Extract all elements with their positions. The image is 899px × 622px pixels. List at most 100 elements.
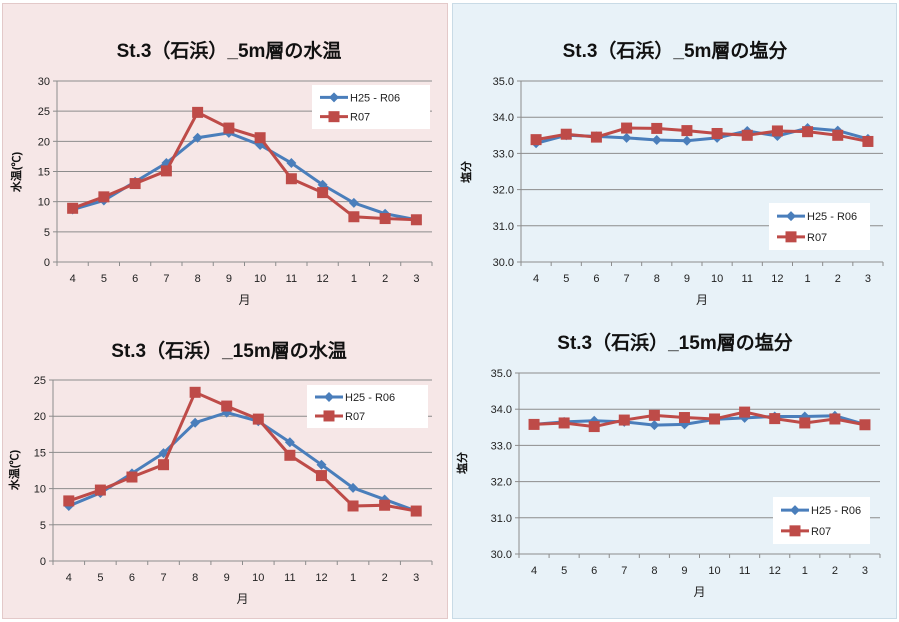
data-point-square xyxy=(528,418,540,430)
x-axis-label: 月 xyxy=(696,293,708,307)
data-point-square xyxy=(651,122,663,134)
data-point-square xyxy=(681,125,693,137)
x-tick-label: 5 xyxy=(561,565,567,577)
data-point-square xyxy=(317,187,329,199)
legend-label: R07 xyxy=(345,411,365,423)
data-point-diamond xyxy=(284,437,295,448)
data-point-diamond xyxy=(286,158,297,169)
data-point-square xyxy=(98,191,110,203)
x-tick-label: 7 xyxy=(624,273,630,285)
legend-diamond-icon xyxy=(790,505,800,516)
x-tick-label: 6 xyxy=(591,565,597,577)
data-point-square xyxy=(832,129,844,141)
data-point-square xyxy=(63,495,75,507)
chart-title-salinity-15m: St.3（石浜）_15m層の塩分 xyxy=(557,333,793,354)
x-tick-label: 9 xyxy=(684,273,690,285)
data-point-square xyxy=(530,134,542,146)
x-tick-label: 4 xyxy=(70,273,76,285)
x-tick-label: 7 xyxy=(160,572,166,584)
chart-title-salinity-5m: St.3（石浜）_5m層の塩分 xyxy=(562,41,788,62)
y-tick-label: 33.0 xyxy=(491,440,512,452)
x-tick-label: 11 xyxy=(739,565,750,577)
data-point-square xyxy=(221,400,233,412)
data-point-square xyxy=(558,417,570,429)
y-axis-label: 塩分 xyxy=(459,161,473,183)
x-tick-label: 12 xyxy=(317,273,329,285)
data-point-square xyxy=(799,417,811,429)
y-tick-label: 30.0 xyxy=(493,257,514,269)
legend-square-icon xyxy=(789,525,801,537)
y-tick-label: 15 xyxy=(34,447,46,459)
y-tick-label: 25 xyxy=(34,375,46,387)
data-point-square xyxy=(678,412,690,424)
x-tick-label: 8 xyxy=(195,273,201,285)
x-tick-label: 3 xyxy=(413,273,419,285)
data-point-square xyxy=(315,470,327,482)
data-point-diamond xyxy=(621,132,632,143)
y-tick-label: 10 xyxy=(34,484,46,496)
x-tick-label: 5 xyxy=(563,273,569,285)
y-tick-label: 20 xyxy=(38,136,50,148)
y-tick-label: 15 xyxy=(38,167,50,179)
data-point-square xyxy=(284,449,296,461)
x-tick-label: 2 xyxy=(382,572,388,584)
x-tick-label: 6 xyxy=(593,273,599,285)
x-tick-label: 3 xyxy=(413,572,419,584)
x-tick-label: 7 xyxy=(621,565,627,577)
x-tick-label: 8 xyxy=(651,565,657,577)
data-point-square xyxy=(588,421,600,433)
y-tick-label: 10 xyxy=(38,197,50,209)
x-tick-label: 3 xyxy=(865,273,871,285)
legend-label: H25 - R06 xyxy=(807,211,857,223)
y-tick-label: 35.0 xyxy=(493,76,514,88)
x-tick-label: 4 xyxy=(533,273,539,285)
x-axis-label: 月 xyxy=(238,293,250,307)
data-point-square xyxy=(621,122,633,134)
data-point-square xyxy=(648,409,660,421)
data-point-diamond xyxy=(190,417,201,428)
y-tick-label: 31.0 xyxy=(491,513,512,525)
x-tick-label: 8 xyxy=(654,273,660,285)
data-point-square xyxy=(410,214,422,226)
y-tick-label: 30 xyxy=(38,76,50,88)
y-tick-label: 31.0 xyxy=(493,221,514,233)
x-tick-label: 7 xyxy=(163,273,169,285)
x-tick-label: 10 xyxy=(708,565,720,577)
data-point-square xyxy=(252,413,264,425)
data-point-square xyxy=(160,165,172,177)
x-tick-label: 8 xyxy=(192,572,198,584)
series-line-r07 xyxy=(533,410,866,429)
x-tick-label: 5 xyxy=(97,572,103,584)
data-point-square xyxy=(67,202,79,214)
x-tick-label: 11 xyxy=(284,572,295,584)
data-point-square xyxy=(771,125,783,137)
legend-label: R07 xyxy=(807,232,827,244)
data-point-square xyxy=(739,406,751,418)
legend-box xyxy=(773,497,870,544)
data-point-square xyxy=(709,413,721,425)
x-tick-label: 2 xyxy=(382,273,388,285)
data-point-square xyxy=(348,211,360,223)
data-point-diamond xyxy=(192,132,203,143)
chart-title-temp-5m: St.3（石浜）_5m層の水温 xyxy=(116,41,342,62)
series-line-h25-r06 xyxy=(72,131,417,222)
x-tick-label: 5 xyxy=(101,273,107,285)
data-point-square xyxy=(94,484,106,496)
y-tick-label: 0 xyxy=(44,257,50,269)
legend-square-icon xyxy=(323,410,335,422)
x-tick-label: 1 xyxy=(350,572,356,584)
legend-diamond-icon xyxy=(329,92,339,103)
y-tick-label: 32.0 xyxy=(493,185,514,197)
x-tick-label: 10 xyxy=(711,273,723,285)
data-point-square xyxy=(618,414,630,426)
x-tick-label: 6 xyxy=(129,572,135,584)
y-tick-label: 33.0 xyxy=(493,148,514,160)
y-tick-label: 34.0 xyxy=(491,404,512,416)
x-tick-label: 9 xyxy=(681,565,687,577)
data-point-square xyxy=(711,127,723,139)
data-point-square xyxy=(560,128,572,140)
x-tick-label: 11 xyxy=(742,273,753,285)
x-tick-label: 11 xyxy=(286,273,297,285)
legend-label: H25 - R06 xyxy=(345,392,395,404)
legend-square-icon xyxy=(328,111,340,123)
